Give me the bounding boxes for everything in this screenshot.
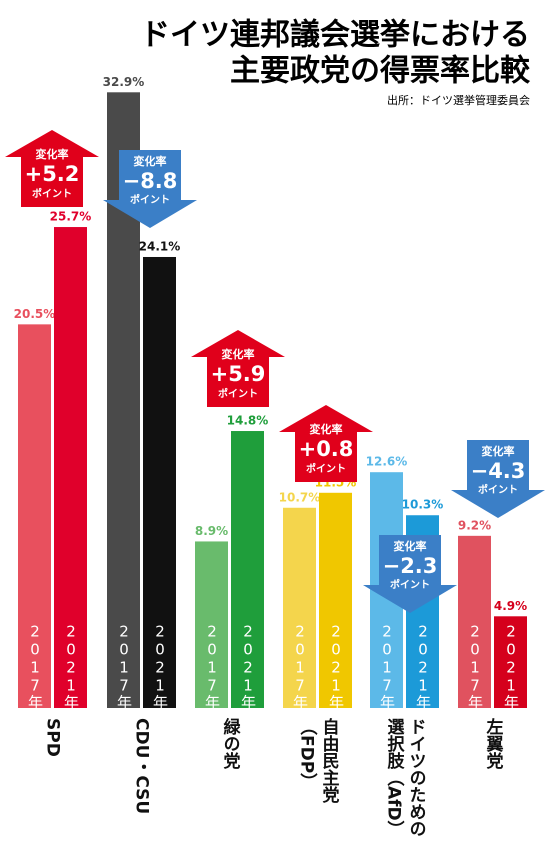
year-label: 2017年 [203, 623, 221, 710]
year-label: 2021年 [502, 623, 520, 710]
year-label: 2017年 [115, 623, 133, 710]
bar [231, 431, 264, 708]
year-label: 2021年 [151, 623, 169, 710]
value-label: 14.8% [227, 414, 269, 428]
change-value: −2.3 [383, 554, 438, 578]
value-label: 10.7% [279, 490, 321, 504]
change-unit: ポイント [32, 187, 72, 200]
year-label: 2021年 [327, 623, 345, 710]
change-arrow [103, 150, 197, 228]
change-unit: ポイント [130, 193, 170, 206]
change-arrow [363, 535, 457, 613]
change-unit: ポイント [218, 387, 258, 400]
year-label: 2017年 [291, 623, 309, 710]
bar [143, 256, 176, 708]
change-unit: ポイント [306, 462, 346, 475]
value-label: 12.6% [366, 455, 408, 469]
value-label: 25.7% [50, 210, 92, 224]
chart-subtitle: 主要政党の得票率比較 [230, 54, 531, 89]
category-label: SPD [42, 718, 63, 757]
bar [458, 535, 491, 708]
year-label: 2021年 [62, 623, 80, 710]
chart-title: ドイツ連邦議会選挙における [140, 18, 530, 53]
change-label: 変化率 [36, 147, 69, 161]
change-label: 変化率 [394, 539, 427, 553]
year-label: 2017年 [378, 623, 396, 710]
change-label: 変化率 [134, 154, 167, 168]
change-value: −8.8 [123, 169, 178, 193]
change-arrow [5, 130, 99, 207]
source: 出所：ドイツ選挙管理委員会 [387, 93, 530, 107]
change-unit: ポイント [390, 578, 430, 591]
change-value: +5.9 [211, 362, 266, 386]
change-value: +0.8 [299, 437, 354, 461]
change-label: 変化率 [222, 347, 255, 361]
value-label: 8.9% [195, 524, 228, 538]
bar [195, 541, 228, 708]
change-arrow [279, 405, 373, 482]
category-label: 左翼党 [482, 718, 503, 769]
change-value: −4.3 [471, 459, 526, 483]
value-label: 24.1% [139, 239, 181, 253]
change-label: 変化率 [310, 422, 343, 436]
value-label: 32.9% [103, 75, 145, 89]
bar [18, 324, 51, 708]
change-value: +5.2 [25, 162, 80, 186]
change-label: 変化率 [482, 444, 515, 458]
change-arrow [451, 440, 545, 518]
value-label: 9.2% [458, 518, 491, 532]
change-arrow [191, 330, 285, 407]
category-label: ドイツのための 選択肢（AfD） [383, 718, 426, 838]
value-label: 20.5% [14, 307, 56, 321]
bar [54, 227, 87, 709]
year-label: 2021年 [414, 623, 432, 710]
year-label: 2021年 [239, 623, 257, 710]
category-label: 緑の党 [219, 718, 240, 769]
bar [283, 507, 316, 708]
year-label: 2017年 [466, 623, 484, 710]
value-label: 10.3% [402, 498, 444, 512]
bar [494, 616, 527, 708]
change-unit: ポイント [478, 483, 518, 496]
value-label: 4.9% [494, 599, 527, 613]
category-label: CDU・CSU [131, 718, 152, 815]
category-label: 自由民主党 （FDP） [296, 718, 339, 803]
bar [319, 492, 352, 708]
year-label: 2017年 [26, 623, 44, 710]
